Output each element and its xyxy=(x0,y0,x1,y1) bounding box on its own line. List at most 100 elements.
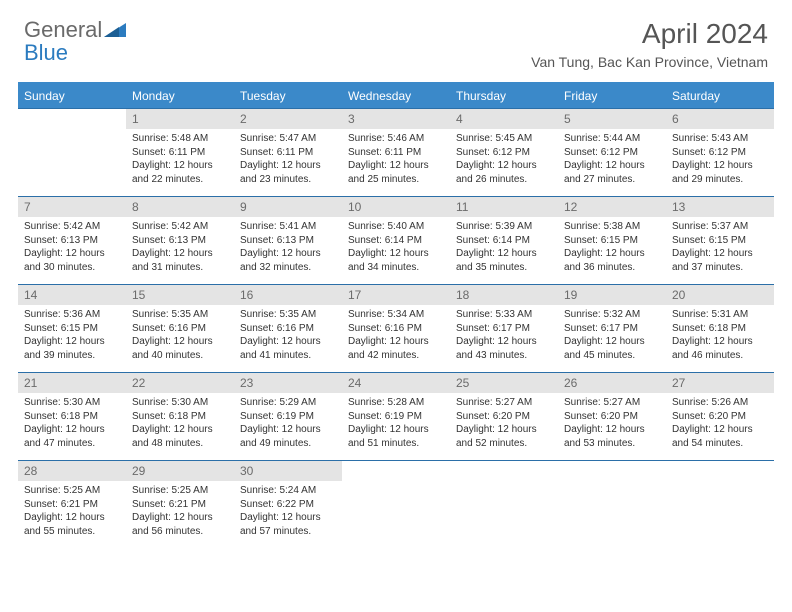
sunset-text: Sunset: 6:20 PM xyxy=(456,410,552,424)
day-body: Sunrise: 5:44 AMSunset: 6:12 PMDaylight:… xyxy=(558,129,666,192)
sunrise-text: Sunrise: 5:47 AM xyxy=(240,132,336,146)
daylight-text: Daylight: 12 hours and 30 minutes. xyxy=(24,247,120,274)
day-number: 5 xyxy=(558,109,666,129)
daylight-text: Daylight: 12 hours and 22 minutes. xyxy=(132,159,228,186)
day-number: 22 xyxy=(126,373,234,393)
week-row: 21Sunrise: 5:30 AMSunset: 6:18 PMDayligh… xyxy=(18,372,774,460)
daylight-text: Daylight: 12 hours and 42 minutes. xyxy=(348,335,444,362)
sunset-text: Sunset: 6:15 PM xyxy=(24,322,120,336)
sunset-text: Sunset: 6:22 PM xyxy=(240,498,336,512)
sunset-text: Sunset: 6:18 PM xyxy=(672,322,768,336)
sunrise-text: Sunrise: 5:34 AM xyxy=(348,308,444,322)
day-body: Sunrise: 5:39 AMSunset: 6:14 PMDaylight:… xyxy=(450,217,558,280)
logo-triangle-icon xyxy=(104,18,126,41)
day-cell: 11Sunrise: 5:39 AMSunset: 6:14 PMDayligh… xyxy=(450,197,558,284)
daylight-text: Daylight: 12 hours and 37 minutes. xyxy=(672,247,768,274)
day-cell: 28Sunrise: 5:25 AMSunset: 6:21 PMDayligh… xyxy=(18,461,126,548)
day-body: Sunrise: 5:24 AMSunset: 6:22 PMDaylight:… xyxy=(234,481,342,544)
sunrise-text: Sunrise: 5:27 AM xyxy=(456,396,552,410)
daylight-text: Daylight: 12 hours and 35 minutes. xyxy=(456,247,552,274)
day-body: Sunrise: 5:43 AMSunset: 6:12 PMDaylight:… xyxy=(666,129,774,192)
day-number: 29 xyxy=(126,461,234,481)
sunrise-text: Sunrise: 5:38 AM xyxy=(564,220,660,234)
daylight-text: Daylight: 12 hours and 53 minutes. xyxy=(564,423,660,450)
day-cell: 5Sunrise: 5:44 AMSunset: 6:12 PMDaylight… xyxy=(558,109,666,196)
weekday-header: Wednesday xyxy=(342,84,450,108)
daylight-text: Daylight: 12 hours and 41 minutes. xyxy=(240,335,336,362)
day-number: 25 xyxy=(450,373,558,393)
day-cell: 4Sunrise: 5:45 AMSunset: 6:12 PMDaylight… xyxy=(450,109,558,196)
day-body: Sunrise: 5:28 AMSunset: 6:19 PMDaylight:… xyxy=(342,393,450,456)
logo: GeneralBlue xyxy=(24,18,134,64)
day-number: 4 xyxy=(450,109,558,129)
day-body: Sunrise: 5:42 AMSunset: 6:13 PMDaylight:… xyxy=(18,217,126,280)
sunset-text: Sunset: 6:17 PM xyxy=(564,322,660,336)
day-number: 20 xyxy=(666,285,774,305)
day-number: 30 xyxy=(234,461,342,481)
day-cell xyxy=(666,461,774,548)
sunrise-text: Sunrise: 5:35 AM xyxy=(132,308,228,322)
sunset-text: Sunset: 6:12 PM xyxy=(456,146,552,160)
day-number: 26 xyxy=(558,373,666,393)
sunset-text: Sunset: 6:17 PM xyxy=(456,322,552,336)
daylight-text: Daylight: 12 hours and 26 minutes. xyxy=(456,159,552,186)
sunrise-text: Sunrise: 5:41 AM xyxy=(240,220,336,234)
day-cell: 17 Sunrise: 5:34 AMSunset: 6:16 PMDayligh… xyxy=(342,285,450,372)
sunrise-text: Sunrise: 5:39 AM xyxy=(456,220,552,234)
daylight-text: Daylight: 12 hours and 46 minutes. xyxy=(672,335,768,362)
daylight-text: Daylight: 12 hours and 23 minutes. xyxy=(240,159,336,186)
weekday-header: Thursday xyxy=(450,84,558,108)
day-number: 21 xyxy=(18,373,126,393)
sunrise-text: Sunrise: 5:42 AM xyxy=(132,220,228,234)
day-body: Sunrise: 5:46 AMSunset: 6:11 PMDaylight:… xyxy=(342,129,450,192)
day-number: 23 xyxy=(234,373,342,393)
day-cell xyxy=(342,461,450,548)
sunset-text: Sunset: 6:21 PM xyxy=(132,498,228,512)
sunset-text: Sunset: 6:13 PM xyxy=(132,234,228,248)
day-number: 24 xyxy=(342,373,450,393)
day-number: 13 xyxy=(666,197,774,217)
day-number: 1 xyxy=(126,109,234,129)
logo-text-2: Blue xyxy=(24,41,68,64)
day-number: 11 xyxy=(450,197,558,217)
day-number: 7 xyxy=(18,197,126,217)
page-title: April 2024 xyxy=(531,18,768,50)
day-number: 10 xyxy=(342,197,450,217)
sunrise-text: Sunrise: 5:35 AM xyxy=(240,308,336,322)
weekday-header: Monday xyxy=(126,84,234,108)
sunrise-text: Sunrise: 5:29 AM xyxy=(240,396,336,410)
day-number: 8 xyxy=(126,197,234,217)
daylight-text: Daylight: 12 hours and 25 minutes. xyxy=(348,159,444,186)
day-cell xyxy=(450,461,558,548)
day-number: 15 xyxy=(126,285,234,305)
day-body: Sunrise: 5:48 AMSunset: 6:11 PMDaylight:… xyxy=(126,129,234,192)
day-cell: 25Sunrise: 5:27 AMSunset: 6:20 PMDayligh… xyxy=(450,373,558,460)
day-number: 17 xyxy=(342,285,450,305)
sunset-text: Sunset: 6:16 PM xyxy=(348,322,444,336)
sunrise-text: Sunrise: 5:25 AM xyxy=(24,484,120,498)
day-body: Sunrise: 5:47 AMSunset: 6:11 PMDaylight:… xyxy=(234,129,342,192)
sunrise-text: Sunrise: 5:25 AM xyxy=(132,484,228,498)
title-block: April 2024 Van Tung, Bac Kan Province, V… xyxy=(531,18,768,70)
day-body: Sunrise: 5:37 AMSunset: 6:15 PMDaylight:… xyxy=(666,217,774,280)
day-cell: 18Sunrise: 5:33 AMSunset: 6:17 PMDayligh… xyxy=(450,285,558,372)
day-body: Sunrise: 5:45 AMSunset: 6:12 PMDaylight:… xyxy=(450,129,558,192)
day-cell: 10Sunrise: 5:40 AMSunset: 6:14 PMDayligh… xyxy=(342,197,450,284)
sunset-text: Sunset: 6:12 PM xyxy=(672,146,768,160)
day-cell: 16Sunrise: 5:35 AMSunset: 6:16 PMDayligh… xyxy=(234,285,342,372)
weekday-header: Saturday xyxy=(666,84,774,108)
weekday-header: Tuesday xyxy=(234,84,342,108)
daylight-text: Daylight: 12 hours and 45 minutes. xyxy=(564,335,660,362)
week-row: 14Sunrise: 5:36 AMSunset: 6:15 PMDayligh… xyxy=(18,284,774,372)
sunrise-text: Sunrise: 5:36 AM xyxy=(24,308,120,322)
daylight-text: Daylight: 12 hours and 29 minutes. xyxy=(672,159,768,186)
day-body: Sunrise: 5:32 AMSunset: 6:17 PMDaylight:… xyxy=(558,305,666,368)
day-cell: 8Sunrise: 5:42 AMSunset: 6:13 PMDaylight… xyxy=(126,197,234,284)
day-body: Sunrise: 5:27 AMSunset: 6:20 PMDaylight:… xyxy=(450,393,558,456)
sunset-text: Sunset: 6:19 PM xyxy=(240,410,336,424)
day-body: Sunrise: 5:27 AMSunset: 6:20 PMDaylight:… xyxy=(558,393,666,456)
sunrise-text: Sunrise: 5:30 AM xyxy=(24,396,120,410)
day-number: 28 xyxy=(18,461,126,481)
sunrise-text: Sunrise: 5:48 AM xyxy=(132,132,228,146)
daylight-text: Daylight: 12 hours and 57 minutes. xyxy=(240,511,336,538)
